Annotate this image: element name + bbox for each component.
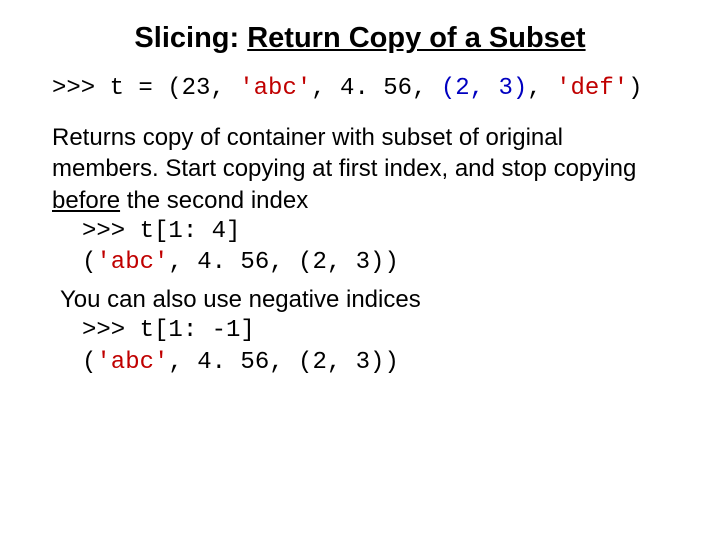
tuple-literal: (2, 3) [298, 249, 384, 276]
paragraph-negative: You can also use negative indices [52, 278, 668, 315]
slide: Slicing: Return Copy of a Subset >>> t =… [0, 0, 720, 540]
code-text: >>> t[1: -1] [82, 317, 255, 344]
para-text: the second index [120, 187, 308, 214]
code-text: >>> t[1: 4] [82, 218, 240, 245]
code-text: ) [628, 75, 642, 102]
string-literal: 'abc' [96, 249, 168, 276]
code-text: , 4. 56, [168, 249, 298, 276]
paragraph-explain: Returns copy of container with subset of… [52, 122, 668, 216]
code-text: , [527, 75, 556, 102]
code-text: ) [384, 249, 398, 276]
para-text: You can also use negative indices [60, 286, 421, 313]
code-line-slice2: >>> t[1: -1] [52, 315, 668, 346]
code-text: ( [82, 249, 96, 276]
spacer [52, 104, 668, 122]
string-literal: 'abc' [239, 75, 311, 102]
string-literal: 'abc' [96, 349, 168, 376]
tuple-literal: (2, 3) [298, 349, 384, 376]
slide-title: Slicing: Return Copy of a Subset [0, 0, 720, 73]
code-output-1: ('abc', 4. 56, (2, 3)) [52, 247, 668, 278]
string-literal: 'def' [556, 75, 628, 102]
title-prefix: Slicing: [134, 22, 247, 54]
code-line-assign: >>> t = (23, 'abc', 4. 56, (2, 3), 'def'… [52, 73, 668, 104]
para-text: Returns copy of container with subset of… [52, 124, 636, 182]
tuple-literal: (2, 3) [441, 75, 527, 102]
code-line-slice1: >>> t[1: 4] [52, 216, 668, 247]
code-text: >>> t = (23, [52, 75, 239, 102]
slide-body: >>> t = (23, 'abc', 4. 56, (2, 3), 'def'… [0, 73, 720, 378]
title-underlined: Return Copy of a Subset [247, 22, 585, 54]
code-text: , 4. 56, [168, 349, 298, 376]
code-text: ) [384, 349, 398, 376]
code-text: ( [82, 349, 96, 376]
code-output-2: ('abc', 4. 56, (2, 3)) [52, 347, 668, 378]
para-underline: before [52, 187, 120, 214]
code-text: , 4. 56, [311, 75, 441, 102]
